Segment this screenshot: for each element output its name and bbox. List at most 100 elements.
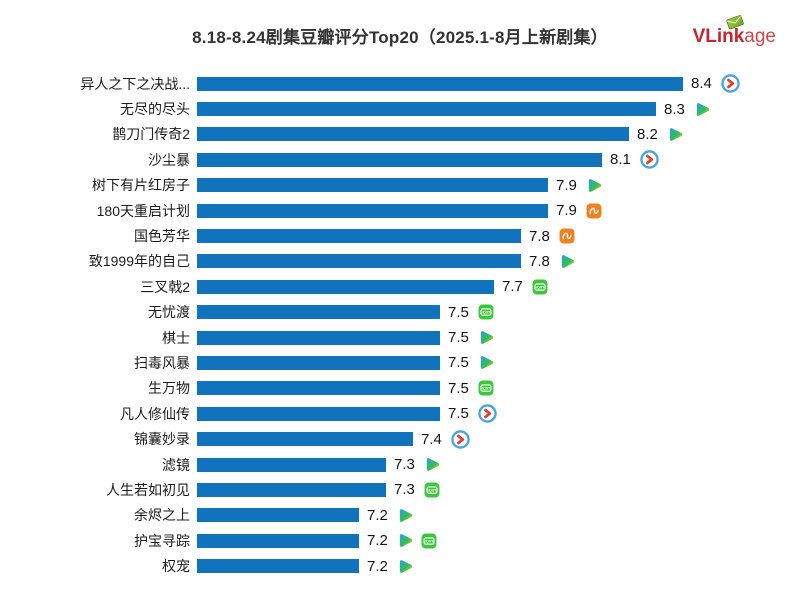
chart-row: 护宝寻踪 7.2 iQIYI bbox=[0, 528, 800, 553]
rating-value-label: 7.9 bbox=[556, 202, 577, 220]
chart-row: 沙尘暴 8.1 bbox=[0, 147, 800, 172]
category-label: 扫毒风暴 bbox=[134, 354, 190, 371]
chart-title: 8.18-8.24剧集豆瓣评分Top20（2025.1-8月上新剧集） bbox=[192, 28, 608, 47]
category-label: 180天重启计划 bbox=[96, 202, 190, 219]
rating-value-label: 7.5 bbox=[448, 354, 469, 372]
tencent-icon bbox=[478, 329, 495, 346]
rating-bar bbox=[197, 406, 440, 421]
rating-bar bbox=[197, 508, 359, 523]
mgtv-icon bbox=[559, 228, 575, 244]
tencent-icon bbox=[694, 101, 711, 118]
chart-row: 国色芳华 7.8 bbox=[0, 223, 800, 248]
category-label: 滤镜 bbox=[162, 456, 190, 473]
rating-bar bbox=[197, 102, 656, 117]
svg-text:iQIYI: iQIYI bbox=[428, 489, 436, 493]
platform-icons bbox=[667, 126, 684, 143]
chart-row: 权宠 7.2 bbox=[0, 553, 800, 578]
category-label: 致1999年的自己 bbox=[88, 253, 190, 270]
platform-icons bbox=[397, 558, 414, 575]
category-label: 三叉戟2 bbox=[140, 278, 190, 295]
chart-row: 异人之下之决战... 8.4 bbox=[0, 71, 800, 96]
youku-icon bbox=[451, 429, 470, 449]
rating-value-label: 7.2 bbox=[367, 506, 388, 524]
chart-row: 人生若如初见 7.3 iQIYI bbox=[0, 477, 800, 502]
rating-value-label: 7.8 bbox=[529, 227, 550, 245]
tencent-icon bbox=[397, 507, 414, 524]
tencent-icon bbox=[667, 126, 684, 143]
platform-icons bbox=[694, 101, 711, 118]
tencent-icon bbox=[478, 354, 495, 371]
chart-row: 致1999年的自己 7.8 bbox=[0, 249, 800, 274]
mgtv-icon bbox=[586, 203, 602, 219]
chart-row: 树下有片红房子 7.9 bbox=[0, 173, 800, 198]
category-label: 国色芳华 bbox=[134, 228, 190, 245]
tencent-icon bbox=[397, 532, 414, 549]
tencent-icon bbox=[586, 177, 603, 194]
rating-bar bbox=[197, 305, 440, 320]
rating-bar bbox=[197, 178, 548, 193]
rating-bar bbox=[197, 533, 359, 548]
platform-icons: iQIYI bbox=[478, 304, 494, 320]
platform-icons bbox=[559, 253, 576, 270]
logo-text-light: age bbox=[744, 26, 776, 47]
category-label: 树下有片红房子 bbox=[92, 177, 190, 194]
rating-bar bbox=[197, 203, 548, 218]
iqiyi-icon: iQIYI bbox=[421, 533, 437, 549]
rating-bar bbox=[197, 355, 440, 370]
chart-row: 锦囊妙录 7.4 bbox=[0, 426, 800, 451]
chart-row: 无尽的尽头 8.3 bbox=[0, 96, 800, 121]
youku-icon bbox=[640, 150, 659, 170]
youku-icon bbox=[721, 74, 740, 93]
rating-bar bbox=[197, 229, 521, 244]
chart-row: 三叉戟2 7.7 iQIYI bbox=[0, 274, 800, 299]
rating-value-label: 8.4 bbox=[691, 75, 712, 93]
chart-row: 无忧渡 7.5 iQIYI bbox=[0, 300, 800, 325]
rating-bar bbox=[197, 152, 602, 167]
rating-value-label: 7.2 bbox=[367, 532, 388, 550]
rating-bar bbox=[197, 432, 413, 447]
rating-bar bbox=[197, 254, 521, 269]
platform-icons: iQIYI bbox=[397, 532, 437, 549]
rating-bar bbox=[197, 76, 683, 91]
category-label: 人生若如初见 bbox=[106, 481, 190, 498]
rating-bar bbox=[197, 381, 440, 396]
vlinkage-diamond-icon bbox=[723, 14, 747, 35]
category-label: 锦囊妙录 bbox=[134, 431, 190, 448]
rating-value-label: 8.3 bbox=[664, 100, 685, 118]
svg-text:iQIYI: iQIYI bbox=[425, 539, 433, 543]
chart-row: 棋士 7.5 bbox=[0, 325, 800, 350]
rating-bar bbox=[197, 457, 386, 472]
rating-value-label: 7.8 bbox=[529, 252, 550, 270]
rating-value-label: 7.3 bbox=[394, 481, 415, 499]
platform-icons bbox=[478, 404, 497, 423]
platform-icons bbox=[640, 150, 659, 170]
category-label: 棋士 bbox=[162, 329, 190, 346]
platform-icons bbox=[559, 228, 575, 244]
platform-icons bbox=[397, 507, 414, 524]
rating-value-label: 7.5 bbox=[448, 303, 469, 321]
rating-bar bbox=[197, 127, 629, 142]
rating-value-label: 8.2 bbox=[637, 125, 658, 143]
platform-icons bbox=[451, 429, 470, 449]
iqiyi-icon: iQIYI bbox=[478, 380, 494, 396]
svg-text:iQIYI: iQIYI bbox=[482, 387, 490, 391]
platform-icons: iQIYI bbox=[478, 380, 494, 396]
category-label: 无忧渡 bbox=[148, 304, 190, 321]
rating-value-label: 7.7 bbox=[502, 278, 523, 296]
logo-text-bold: VLink bbox=[692, 26, 745, 47]
iqiyi-icon: iQIYI bbox=[532, 279, 548, 295]
rating-value-label: 7.5 bbox=[448, 405, 469, 423]
rating-bar bbox=[197, 559, 359, 574]
platform-icons bbox=[478, 329, 495, 346]
category-label: 余烬之上 bbox=[134, 507, 190, 524]
vlinkage-logo: VLinkage bbox=[692, 15, 776, 47]
chart-row: 扫毒风暴 7.5 bbox=[0, 350, 800, 375]
platform-icons: iQIYI bbox=[424, 482, 440, 498]
category-label: 沙尘暴 bbox=[148, 151, 190, 168]
tencent-icon bbox=[559, 253, 576, 270]
platform-icons bbox=[586, 203, 602, 219]
chart-row: 凡人修仙传 7.5 bbox=[0, 401, 800, 426]
rating-value-label: 7.3 bbox=[394, 456, 415, 474]
platform-icons bbox=[478, 354, 495, 371]
